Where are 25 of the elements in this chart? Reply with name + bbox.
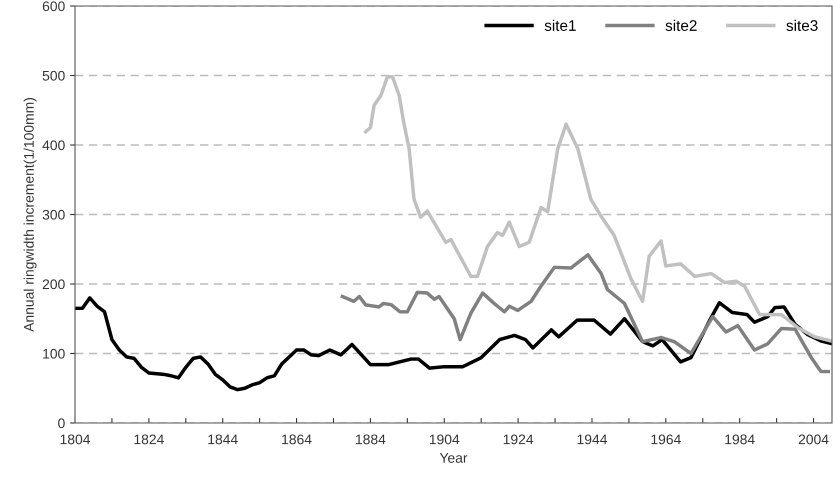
- legend-label: site1: [544, 20, 576, 31]
- legend-label: site2: [666, 20, 697, 31]
- x-tick-label: 1824: [134, 434, 164, 444]
- x-tick-label: 1804: [60, 434, 90, 444]
- x-tick-label: 1884: [356, 434, 386, 444]
- line-series: [340, 253, 830, 374]
- y-tick-label: 200: [42, 279, 65, 290]
- x-tick-label: 2004: [798, 434, 829, 444]
- x-tick-label: 1984: [725, 434, 755, 444]
- x-tick-label: 1904: [430, 434, 460, 444]
- y-tick-label: 500: [42, 70, 65, 81]
- x-tick-label: 1964: [651, 434, 681, 444]
- x-axis-title: Year: [440, 453, 468, 463]
- line-series: [75, 296, 832, 392]
- legend-label: site3: [786, 20, 818, 31]
- y-tick-label: 300: [42, 210, 65, 220]
- x-tick-label: 1924: [504, 434, 534, 444]
- y-tick-label: 100: [43, 348, 65, 359]
- y-axis-title: Annual ringwidth increment(1/100mm): [24, 98, 37, 332]
- x-tick-label: 1864: [282, 434, 312, 444]
- x-tick-label: 1944: [578, 434, 608, 444]
- y-tick-label: 0: [58, 418, 65, 428]
- y-tick-label: 600: [42, 1, 65, 12]
- x-tick-label: 1844: [208, 434, 238, 444]
- y-tick-label: 400: [42, 140, 65, 150]
